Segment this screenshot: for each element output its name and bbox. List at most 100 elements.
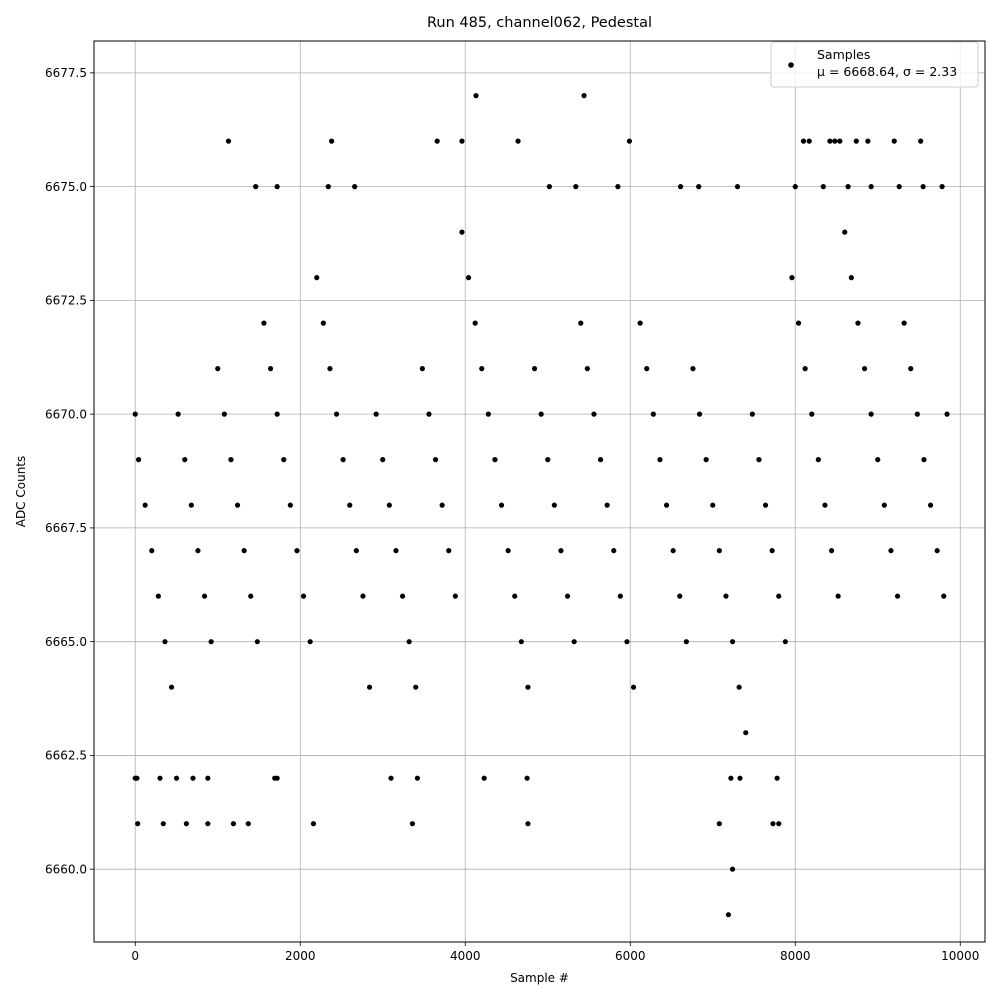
data-point	[149, 548, 155, 554]
data-point	[558, 548, 564, 554]
data-point	[815, 457, 821, 463]
data-point	[347, 502, 353, 508]
data-point	[434, 138, 440, 144]
data-point	[914, 411, 920, 417]
y-tick-label: 6662.5	[45, 749, 87, 763]
data-point	[921, 457, 927, 463]
data-point	[644, 366, 650, 372]
data-point	[388, 775, 394, 781]
data-point	[205, 821, 211, 827]
data-point	[261, 320, 267, 326]
data-point	[155, 593, 161, 599]
data-point	[581, 93, 587, 99]
data-point	[630, 684, 637, 690]
data-point	[452, 593, 458, 599]
data-point	[737, 775, 743, 781]
data-point	[789, 275, 795, 281]
data-point	[896, 184, 902, 190]
data-point	[314, 275, 320, 281]
data-point	[518, 639, 524, 645]
data-point	[749, 411, 755, 417]
data-point	[941, 593, 947, 599]
y-tick-label: 6670.0	[45, 407, 87, 421]
data-point	[366, 684, 373, 690]
data-point	[571, 639, 577, 645]
data-point	[274, 184, 280, 190]
data-point	[320, 320, 326, 326]
data-point	[710, 502, 716, 508]
data-point	[820, 184, 826, 190]
data-point	[939, 184, 945, 190]
data-point	[774, 775, 780, 781]
data-point	[267, 366, 274, 372]
data-point	[776, 821, 782, 827]
data-point	[245, 821, 251, 827]
x-tick-label: 0	[131, 949, 139, 963]
y-tick-label: 6660.0	[45, 862, 87, 876]
data-point	[835, 593, 841, 599]
data-point	[551, 502, 557, 508]
data-point	[650, 411, 656, 417]
data-point	[287, 502, 293, 508]
data-point	[481, 775, 487, 781]
data-point	[241, 548, 247, 554]
data-point	[254, 639, 260, 645]
data-point	[690, 366, 696, 372]
x-axis-label: Sample #	[510, 971, 569, 985]
data-point	[868, 411, 874, 417]
data-point	[845, 184, 851, 190]
data-point	[806, 138, 812, 144]
data-point	[918, 138, 924, 144]
data-point	[325, 184, 331, 190]
data-point	[677, 593, 683, 599]
data-point	[865, 138, 871, 144]
data-point	[168, 684, 175, 690]
data-point	[868, 184, 874, 190]
data-point	[716, 548, 722, 554]
data-point	[300, 593, 307, 599]
y-tick-label: 6672.5	[45, 294, 87, 308]
data-point	[920, 184, 926, 190]
scatter-points	[132, 93, 950, 918]
data-point	[591, 411, 597, 417]
data-point	[353, 548, 359, 554]
data-point	[157, 775, 163, 781]
data-point	[190, 775, 196, 781]
data-point	[944, 411, 950, 417]
data-point	[399, 593, 406, 599]
data-point	[736, 684, 742, 690]
data-point	[670, 548, 676, 554]
data-point	[776, 593, 782, 599]
data-point	[828, 548, 835, 554]
data-point	[183, 821, 189, 827]
data-point	[195, 548, 201, 554]
data-point	[173, 775, 180, 781]
data-point	[927, 502, 934, 508]
data-point	[459, 229, 465, 235]
data-point	[546, 184, 553, 190]
legend-series-name: Samples	[817, 47, 870, 62]
data-point	[734, 184, 741, 190]
data-point	[525, 684, 531, 690]
data-point	[855, 320, 861, 326]
data-point	[201, 593, 208, 599]
data-point	[175, 411, 181, 417]
data-point	[135, 457, 142, 463]
data-point	[380, 457, 386, 463]
data-point	[274, 775, 280, 781]
data-point	[525, 821, 531, 827]
data-point	[626, 138, 633, 144]
legend: Samples μ = 6668.64, σ = 2.33	[770, 41, 979, 88]
y-axis-label: ADC Counts	[14, 456, 28, 528]
data-point	[340, 457, 346, 463]
y-tick-label: 6675.0	[45, 180, 87, 194]
data-point	[809, 411, 815, 417]
data-point	[393, 548, 399, 554]
data-point	[479, 366, 485, 372]
data-point	[413, 684, 419, 690]
chart-title: Run 485, channel062, Pedestal	[427, 15, 652, 31]
data-point	[934, 548, 940, 554]
data-point	[584, 366, 590, 372]
data-point	[728, 775, 734, 781]
